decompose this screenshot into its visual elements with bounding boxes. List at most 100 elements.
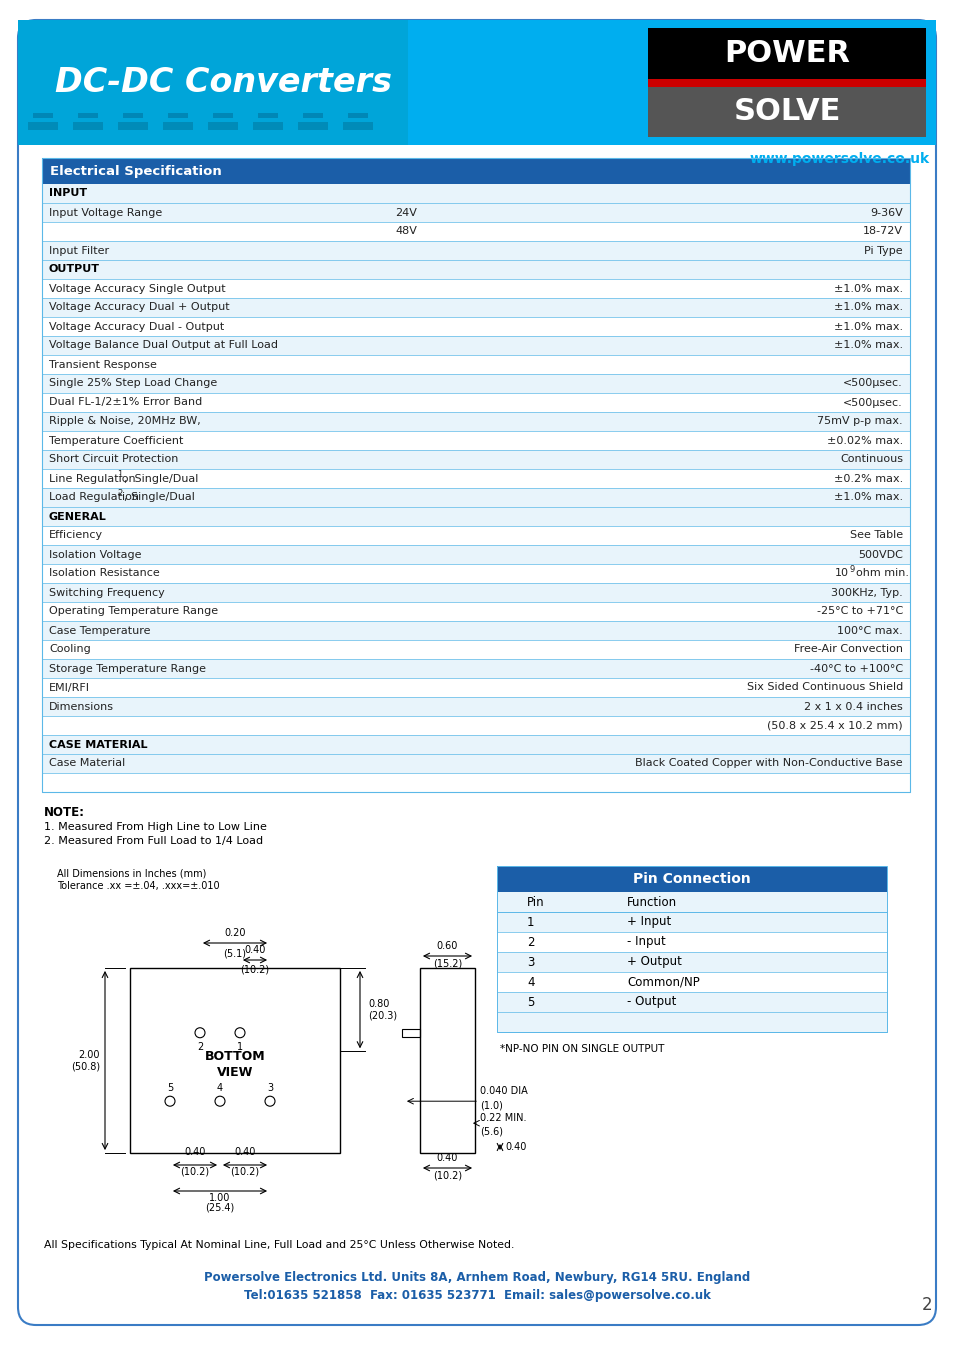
Text: DC-DC Converters: DC-DC Converters	[55, 66, 392, 100]
Text: 300KHz, Typ.: 300KHz, Typ.	[830, 587, 902, 598]
Text: 0.22 MIN.: 0.22 MIN.	[479, 1114, 526, 1123]
Bar	[42, 202, 909, 221]
Text: POWER: POWER	[723, 39, 849, 69]
Text: Temperature Coefficient: Temperature Coefficient	[49, 436, 183, 446]
Text: Operating Temperature Range: Operating Temperature Range	[49, 606, 218, 617]
Bar	[42, 158, 909, 792]
Bar	[42, 393, 909, 412]
Bar	[42, 298, 909, 317]
Text: ±1.0% max.: ±1.0% max.	[833, 340, 902, 351]
Bar	[42, 697, 909, 716]
Bar	[42, 242, 909, 261]
Text: 0.40: 0.40	[436, 1153, 457, 1162]
Text: 0.40: 0.40	[504, 1142, 526, 1152]
Bar	[168, 113, 188, 117]
Bar	[33, 113, 53, 117]
Text: Tolerance .xx =±.04, .xxx=±.010: Tolerance .xx =±.04, .xxx=±.010	[57, 882, 219, 891]
Text: ±1.0% max.: ±1.0% max.	[833, 493, 902, 502]
Text: 500VDC: 500VDC	[858, 549, 902, 559]
Text: 4: 4	[526, 976, 534, 988]
Text: Load Regulation: Load Regulation	[49, 493, 139, 502]
Bar	[42, 583, 909, 602]
Text: Dimensions: Dimensions	[49, 702, 113, 711]
Bar	[253, 122, 283, 130]
Bar	[42, 412, 909, 431]
Text: (10.2): (10.2)	[240, 965, 270, 975]
Text: Short Circuit Protection: Short Circuit Protection	[49, 455, 178, 464]
Text: 5: 5	[526, 995, 534, 1008]
Bar	[42, 468, 909, 487]
Text: Pi Type: Pi Type	[863, 246, 902, 255]
Text: Input Filter: Input Filter	[49, 246, 109, 255]
Text: 9: 9	[849, 566, 854, 574]
Text: Black Coated Copper with Non-Conductive Base: Black Coated Copper with Non-Conductive …	[635, 759, 902, 768]
Bar	[42, 317, 909, 336]
Text: 3: 3	[526, 956, 534, 968]
Text: Six Sided Continuous Shield: Six Sided Continuous Shield	[746, 683, 902, 693]
Text: CASE MATERIAL: CASE MATERIAL	[49, 740, 148, 749]
Bar	[42, 221, 909, 242]
Bar	[42, 640, 909, 659]
Bar	[497, 931, 886, 952]
Text: (20.3): (20.3)	[368, 1011, 396, 1021]
Bar	[257, 113, 277, 117]
Bar	[73, 122, 103, 130]
Text: NOTE:: NOTE:	[44, 806, 85, 819]
Text: EMI/RFI: EMI/RFI	[49, 683, 90, 693]
Text: ohm min.: ohm min.	[855, 568, 908, 579]
Text: Cooling: Cooling	[49, 644, 91, 655]
Text: Tel:01635 521858  Fax: 01635 523771  Email: sales@powersolve.co.uk: Tel:01635 521858 Fax: 01635 523771 Email…	[243, 1289, 710, 1303]
Text: 0.40: 0.40	[234, 1148, 255, 1157]
Text: (10.2): (10.2)	[433, 1170, 461, 1180]
Text: Powersolve Electronics Ltd. Units 8A, Arnhem Road, Newbury, RG14 5RU. England: Powersolve Electronics Ltd. Units 8A, Ar…	[204, 1272, 749, 1284]
Bar	[497, 865, 886, 892]
Text: (25.4): (25.4)	[205, 1203, 234, 1214]
Bar	[419, 968, 475, 1153]
Text: Efficiency: Efficiency	[49, 531, 103, 540]
Text: Pin Connection: Pin Connection	[633, 872, 750, 886]
Text: www.powersolve.co.uk: www.powersolve.co.uk	[749, 153, 929, 166]
Bar	[42, 261, 909, 279]
Bar	[118, 122, 148, 130]
Bar	[343, 122, 373, 130]
Bar	[42, 526, 909, 545]
Text: Line Regulation: Line Regulation	[49, 474, 135, 483]
Bar	[18, 20, 935, 144]
Text: Pin: Pin	[526, 895, 544, 909]
Text: VIEW: VIEW	[216, 1065, 253, 1079]
Text: Function: Function	[626, 895, 677, 909]
Text: GENERAL: GENERAL	[49, 512, 107, 521]
Bar	[42, 336, 909, 355]
Text: 2 x 1 x 0.4 inches: 2 x 1 x 0.4 inches	[803, 702, 902, 711]
Bar	[130, 968, 339, 1153]
Text: 18-72V: 18-72V	[862, 227, 902, 236]
Text: (10.2): (10.2)	[180, 1166, 210, 1177]
Text: 2: 2	[117, 489, 122, 498]
Text: INPUT: INPUT	[49, 189, 87, 198]
Bar	[42, 431, 909, 450]
Bar	[42, 450, 909, 468]
Bar	[42, 508, 909, 526]
Text: 0.80: 0.80	[368, 999, 389, 1008]
Text: (50.8 x 25.4 x 10.2 mm): (50.8 x 25.4 x 10.2 mm)	[766, 721, 902, 730]
Text: 0.40: 0.40	[244, 945, 265, 954]
Text: Isolation Voltage: Isolation Voltage	[49, 549, 141, 559]
Bar	[497, 992, 886, 1012]
FancyBboxPatch shape	[18, 20, 935, 1324]
Text: 100°C max.: 100°C max.	[837, 625, 902, 636]
Text: Voltage Accuracy Dual - Output: Voltage Accuracy Dual - Output	[49, 321, 224, 332]
Text: See Table: See Table	[849, 531, 902, 540]
Text: 1: 1	[236, 1042, 243, 1052]
Text: (5.6): (5.6)	[479, 1126, 502, 1137]
Bar	[42, 545, 909, 564]
Bar	[42, 279, 909, 298]
Text: OUTPUT: OUTPUT	[49, 265, 100, 274]
Text: 2: 2	[526, 936, 534, 949]
Bar	[497, 865, 886, 1031]
Bar	[123, 113, 143, 117]
Bar	[28, 122, 58, 130]
Text: Transient Response: Transient Response	[49, 359, 156, 370]
Bar	[647, 80, 925, 89]
Text: Dual FL-1/2±1% Error Band: Dual FL-1/2±1% Error Band	[49, 397, 202, 408]
Text: 4: 4	[216, 1083, 223, 1094]
